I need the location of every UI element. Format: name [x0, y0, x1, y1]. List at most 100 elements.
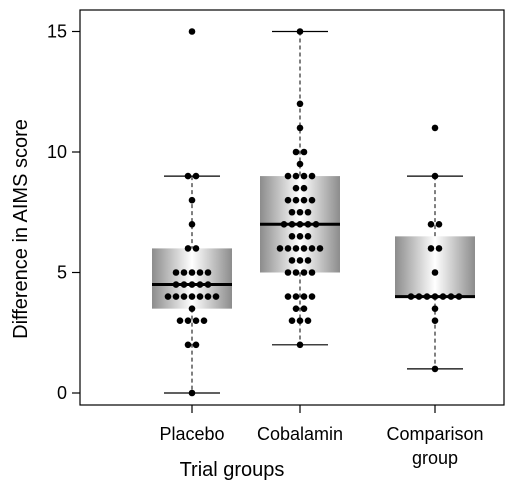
data-point — [180, 293, 188, 300]
data-point — [288, 233, 296, 240]
data-point — [308, 293, 316, 300]
data-point — [188, 305, 196, 312]
data-point — [188, 221, 196, 228]
data-point — [180, 269, 188, 276]
data-point — [292, 184, 300, 192]
data-point — [455, 293, 463, 300]
data-point — [188, 196, 196, 204]
data-point — [292, 245, 300, 252]
data-point — [212, 293, 220, 300]
data-point — [427, 221, 435, 228]
data-point — [172, 269, 180, 276]
data-point — [188, 281, 196, 288]
data-point — [415, 293, 423, 300]
box-layer — [152, 30, 475, 394]
data-point — [296, 221, 304, 228]
data-point — [292, 269, 300, 276]
data-point — [292, 148, 300, 156]
x-tick-label-0: Placebo — [159, 424, 224, 444]
data-point — [447, 293, 455, 300]
data-point — [431, 293, 439, 300]
data-point — [184, 317, 192, 325]
data-point — [296, 233, 304, 240]
data-point — [180, 281, 188, 288]
data-point — [296, 208, 304, 216]
data-point — [184, 341, 192, 349]
data-point — [296, 160, 304, 168]
data-point — [300, 184, 308, 192]
data-point — [431, 305, 439, 312]
data-point — [204, 281, 212, 288]
data-point — [439, 293, 447, 300]
data-point — [192, 245, 200, 252]
data-point — [431, 365, 439, 373]
data-point — [316, 245, 324, 252]
data-point — [284, 293, 292, 300]
plot-frame — [79, 9, 505, 406]
data-point — [304, 221, 312, 228]
data-point — [192, 172, 200, 180]
data-point — [188, 293, 196, 300]
data-point — [308, 172, 316, 180]
data-point — [196, 281, 204, 288]
data-point — [296, 124, 304, 132]
data-point — [184, 245, 192, 252]
point-layer — [164, 28, 463, 397]
data-point — [300, 172, 308, 180]
data-point — [308, 269, 316, 276]
data-point — [196, 269, 204, 276]
y-tick-label-0: 0 — [57, 383, 67, 403]
data-point — [296, 317, 304, 325]
data-point — [312, 221, 320, 228]
y-tick-label-3: 15 — [47, 22, 67, 42]
data-point — [300, 196, 308, 204]
data-point — [292, 293, 300, 300]
data-point — [296, 341, 304, 349]
y-tick-label-2: 10 — [47, 142, 67, 162]
data-point — [284, 196, 292, 204]
data-point — [276, 245, 284, 252]
data-point — [423, 293, 431, 300]
data-point — [288, 208, 296, 216]
data-point — [435, 245, 443, 252]
y-axis: 0 5 10 15 — [47, 22, 80, 403]
data-point — [188, 389, 196, 397]
data-point — [284, 172, 292, 180]
data-point — [300, 245, 308, 252]
data-point — [435, 221, 443, 228]
data-point — [292, 172, 300, 180]
data-point — [204, 293, 212, 300]
data-point — [176, 317, 184, 325]
data-point — [184, 172, 192, 180]
data-point — [308, 245, 316, 252]
data-point — [288, 221, 296, 228]
data-point — [431, 172, 439, 180]
y-axis-title: Difference in AIMS score — [10, 119, 32, 339]
data-point — [280, 221, 288, 228]
data-point — [292, 305, 300, 312]
box-1 — [260, 30, 340, 346]
data-point — [296, 28, 304, 35]
data-point — [304, 233, 312, 240]
data-point — [292, 196, 300, 204]
data-point — [296, 257, 304, 264]
data-point — [300, 305, 308, 312]
data-point — [164, 293, 172, 300]
y-tick-label-1: 5 — [57, 263, 67, 283]
data-point — [288, 317, 296, 325]
data-point — [192, 341, 200, 349]
data-point — [300, 293, 308, 300]
data-point — [304, 317, 312, 325]
data-point — [284, 269, 292, 276]
data-point — [304, 208, 312, 216]
box-body-2 — [395, 236, 475, 297]
data-point — [288, 257, 296, 264]
data-point — [284, 245, 292, 252]
x-axis-title: Trial groups — [180, 459, 285, 481]
data-point — [431, 317, 439, 325]
data-point — [188, 28, 196, 35]
data-point — [304, 257, 312, 264]
x-tick-label-2-line-0: Comparison — [386, 424, 483, 444]
data-point — [427, 245, 435, 252]
